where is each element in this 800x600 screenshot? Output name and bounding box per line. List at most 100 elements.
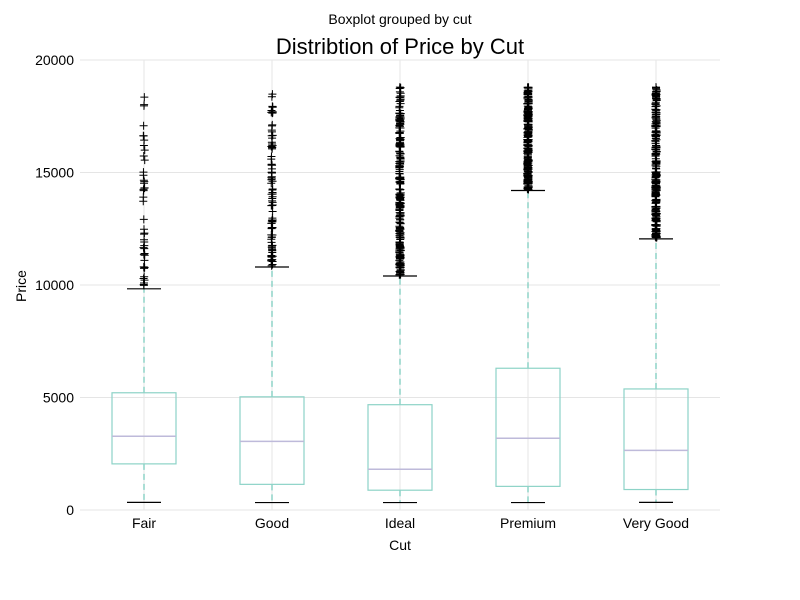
- flier-point: [395, 106, 404, 115]
- flier-point: [524, 165, 533, 174]
- flier-point: [268, 177, 277, 186]
- flier-point: [523, 154, 532, 163]
- flier-point: [268, 169, 277, 178]
- flier-point: [396, 260, 405, 269]
- flier-point: [396, 211, 405, 220]
- flier-point: [523, 90, 532, 99]
- x-tick-label: Premium: [500, 515, 556, 531]
- flier-point: [140, 264, 149, 273]
- flier-point: [268, 207, 277, 216]
- flier-point: [395, 248, 404, 257]
- flier-point: [651, 128, 660, 137]
- flier-point: [652, 171, 661, 180]
- y-tick-label: 15000: [35, 165, 74, 181]
- y-tick-label: 0: [66, 502, 74, 518]
- flier-point: [267, 261, 276, 270]
- flier-point: [652, 117, 661, 126]
- flier-point: [396, 149, 405, 158]
- tick-layer: 0 5000 10000 15000 20000 Fair Good Ideal Premium…: [35, 52, 689, 531]
- y-tick-label: 5000: [43, 390, 74, 406]
- flier-point: [396, 253, 405, 262]
- flier-point: [396, 117, 405, 126]
- flier-point: [139, 168, 148, 177]
- flier-point: [396, 265, 405, 274]
- flier-group: [267, 90, 277, 270]
- chart-title: Distribtion of Price by Cut: [276, 34, 524, 59]
- flier-point: [267, 126, 276, 135]
- flier-point: [140, 184, 149, 193]
- flier-point: [140, 146, 149, 155]
- flier-point: [140, 93, 149, 102]
- flier-point: [396, 232, 405, 241]
- flier-point: [523, 107, 532, 116]
- flier-point: [395, 128, 404, 137]
- x-axis-label: Cut: [389, 537, 411, 553]
- flier-point: [652, 101, 661, 110]
- flier-group: [139, 93, 149, 290]
- flier-point: [524, 141, 533, 150]
- y-tick-label: 20000: [35, 52, 74, 68]
- flier-point: [140, 230, 149, 239]
- flier-point: [395, 161, 404, 170]
- flier-point: [395, 218, 404, 227]
- flier-point: [139, 250, 148, 259]
- y-axis-label: Price: [13, 270, 29, 302]
- flier-point: [396, 83, 405, 92]
- flier-point: [267, 175, 276, 184]
- flier-layer: [139, 83, 661, 290]
- flier-point: [523, 146, 532, 155]
- flier-point: [524, 92, 533, 101]
- flier-point: [139, 131, 148, 140]
- flier-point: [652, 191, 661, 200]
- flier-point: [523, 161, 532, 170]
- box-good: [239, 396, 305, 485]
- flier-point: [651, 229, 660, 238]
- flier-point: [140, 263, 149, 272]
- flier-point: [396, 156, 405, 165]
- x-tick-label: Fair: [132, 515, 156, 531]
- flier-point: [652, 127, 661, 136]
- flier-point: [395, 241, 404, 250]
- flier-point: [652, 110, 661, 119]
- flier-point: [395, 87, 404, 96]
- flier-point: [267, 152, 276, 161]
- flier-point: [268, 120, 277, 129]
- flier-point: [268, 134, 277, 143]
- flier-point: [652, 90, 661, 99]
- box-ideal: [367, 404, 433, 491]
- flier-point: [268, 260, 277, 269]
- flier-point: [396, 243, 405, 252]
- flier-point: [396, 177, 405, 186]
- flier-point: [651, 136, 660, 145]
- flier-point: [524, 126, 533, 135]
- x-tick-label: Very Good: [623, 515, 689, 531]
- flier-point: [268, 90, 277, 99]
- flier-point: [523, 135, 532, 144]
- flier-point: [140, 100, 149, 109]
- flier-group: [395, 83, 405, 279]
- flier-point: [523, 112, 532, 121]
- flier-point: [395, 190, 404, 199]
- flier-point: [268, 223, 277, 232]
- flier-point: [139, 152, 148, 161]
- flier-point: [524, 99, 533, 108]
- flier-point: [651, 230, 660, 239]
- flier-point: [139, 243, 148, 252]
- flier-point: [395, 173, 404, 182]
- chart-suptitle: Boxplot grouped by cut: [328, 11, 471, 27]
- flier-point: [395, 141, 404, 150]
- box-very-good: [623, 388, 689, 491]
- x-tick-label: Good: [255, 515, 289, 531]
- flier-point: [267, 251, 276, 260]
- flier-point: [395, 203, 404, 212]
- flier-point: [395, 231, 404, 240]
- flier-point: [140, 156, 149, 165]
- flier-point: [268, 102, 277, 111]
- flier-point: [268, 246, 277, 255]
- flier-point: [139, 281, 148, 290]
- flier-point: [652, 164, 661, 173]
- flier-point: [524, 117, 533, 126]
- flier-point: [651, 220, 660, 229]
